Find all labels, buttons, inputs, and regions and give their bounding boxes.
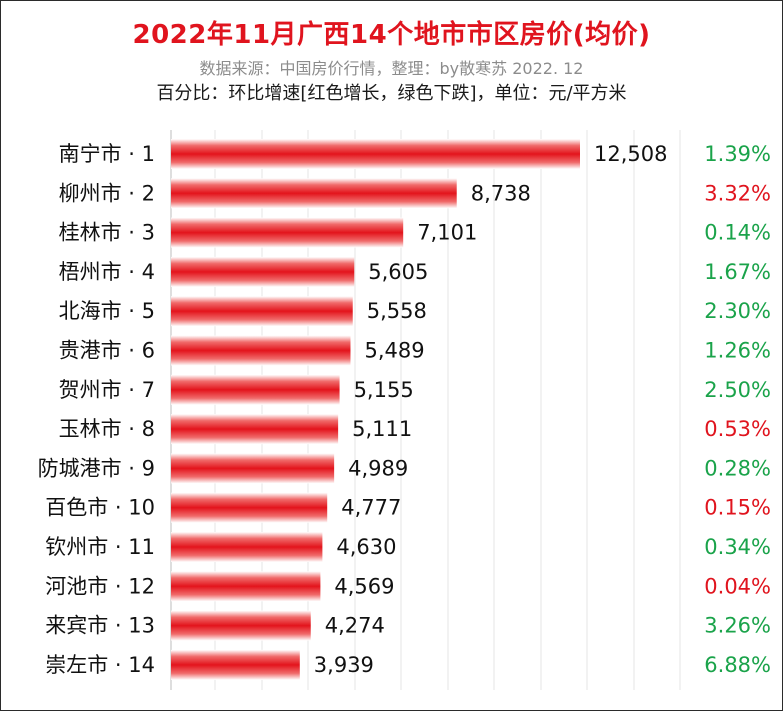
chart-source: 数据来源：中国房价行情，整理：by散寒苏 2022. 12 <box>199 59 584 78</box>
chart-title: 2022年11月广西14个地市市区房价(均价) <box>132 20 651 50</box>
category-label: 桂林市 · 3 <box>59 221 155 245</box>
category-label: 钦州市 · 11 <box>45 535 155 559</box>
category-label: 南宁市 · 1 <box>59 142 155 166</box>
change-label-increase: 3.32% <box>704 181 771 205</box>
value-label: 7,101 <box>417 221 477 245</box>
value-label: 4,274 <box>325 614 385 638</box>
bar <box>171 649 300 680</box>
change-label-decrease: 0.34% <box>704 535 771 559</box>
change-label-decrease: 1.67% <box>704 260 771 284</box>
value-label: 5,605 <box>368 260 428 284</box>
value-label: 5,489 <box>364 339 424 363</box>
category-label: 百色市 · 10 <box>45 496 155 520</box>
change-label-decrease: 3.26% <box>704 614 771 638</box>
bar <box>171 414 339 445</box>
change-label-increase: 0.53% <box>704 417 771 441</box>
change-label-decrease: 2.30% <box>704 299 771 323</box>
value-label: 5,111 <box>352 417 412 441</box>
bars-layer <box>171 139 580 680</box>
category-label: 贺州市 · 7 <box>59 378 155 402</box>
bar <box>171 256 355 287</box>
change-label-increase: 0.15% <box>704 496 771 520</box>
category-label: 崇左市 · 14 <box>45 653 155 677</box>
bar <box>171 374 340 405</box>
value-label: 8,738 <box>471 181 531 205</box>
bar <box>171 610 311 641</box>
category-label: 北海市 · 5 <box>59 299 155 323</box>
chart-legend-note: 百分比：环比增速[红色增长，绿色下跌]，单位：元/平方米 <box>156 83 627 104</box>
bar <box>171 532 323 562</box>
value-label: 5,558 <box>367 299 427 323</box>
value-label: 4,989 <box>348 456 408 480</box>
category-label: 柳州市 · 2 <box>59 181 155 205</box>
category-label: 玉林市 · 8 <box>59 417 155 441</box>
change-label-decrease: 0.28% <box>704 456 771 480</box>
bar <box>171 453 335 484</box>
category-label: 贵港市 · 6 <box>59 339 155 363</box>
labels-layer: 南宁市 · 1 12,508 1.39% 柳州市 · 2 8,738 3.32% 桂林市 ·… <box>38 142 771 677</box>
value-label: 4,777 <box>341 496 401 520</box>
bar <box>171 492 328 523</box>
change-label-decrease: 1.39% <box>704 142 771 166</box>
value-label: 4,630 <box>336 535 396 559</box>
bar <box>171 296 353 327</box>
change-label-decrease: 0.14% <box>704 221 771 245</box>
bar <box>171 571 321 602</box>
value-label: 3,939 <box>314 653 374 677</box>
bar <box>171 335 351 366</box>
bar <box>171 178 457 209</box>
value-label: 5,155 <box>354 378 414 402</box>
category-label: 来宾市 · 13 <box>45 614 155 638</box>
bar <box>171 217 404 248</box>
category-label: 梧州市 · 4 <box>59 260 155 284</box>
value-label: 4,569 <box>334 574 394 598</box>
change-label-increase: 0.04% <box>704 574 771 598</box>
bar <box>171 139 580 169</box>
category-label: 防城港市 · 9 <box>38 456 155 480</box>
value-label: 12,508 <box>594 142 667 166</box>
change-label-decrease: 2.50% <box>704 378 771 402</box>
change-label-decrease: 1.26% <box>704 339 771 363</box>
grid-layer <box>170 130 681 690</box>
change-label-decrease: 6.88% <box>704 653 771 677</box>
category-label: 河池市 · 12 <box>45 574 155 598</box>
